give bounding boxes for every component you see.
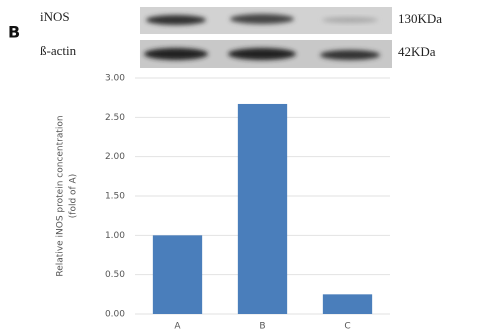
blot-label: iNOS: [40, 9, 70, 24]
blot-label: ß-actin: [40, 43, 77, 58]
x-tick-label: C: [344, 322, 350, 332]
x-tick-label: A: [174, 322, 181, 332]
bar: [323, 294, 372, 314]
y-tick-label: 2.00: [105, 152, 125, 162]
blot-band: [228, 48, 296, 60]
bar: [153, 235, 202, 314]
bar: [238, 104, 287, 314]
blot-band: [230, 14, 294, 24]
panel-label: B: [8, 23, 20, 42]
y-tick-label: 2.50: [105, 113, 125, 123]
y-tick-label: 1.00: [105, 231, 125, 241]
y-tick-label: 0.00: [105, 310, 125, 320]
blot-size: 130KDa: [398, 11, 442, 26]
blot-band: [320, 50, 380, 60]
blot-size: 42KDa: [398, 44, 436, 59]
blot-band: [144, 48, 208, 60]
x-tick-label: B: [259, 322, 265, 332]
blot-band: [322, 17, 378, 23]
y-tick-label: 3.00: [105, 74, 125, 84]
figure: B iNOS 130KDa ß-actin 42KDa Relative iNO…: [0, 0, 482, 333]
y-axis-title: (fold of A): [69, 174, 79, 218]
y-tick-label: 0.50: [105, 270, 125, 280]
blot: iNOS 130KDa ß-actin 42KDa: [40, 7, 442, 68]
y-axis-title: Relative iNOS protein concentration: [56, 115, 66, 276]
blot-band: [146, 15, 206, 25]
y-tick-label: 1.50: [105, 192, 125, 202]
